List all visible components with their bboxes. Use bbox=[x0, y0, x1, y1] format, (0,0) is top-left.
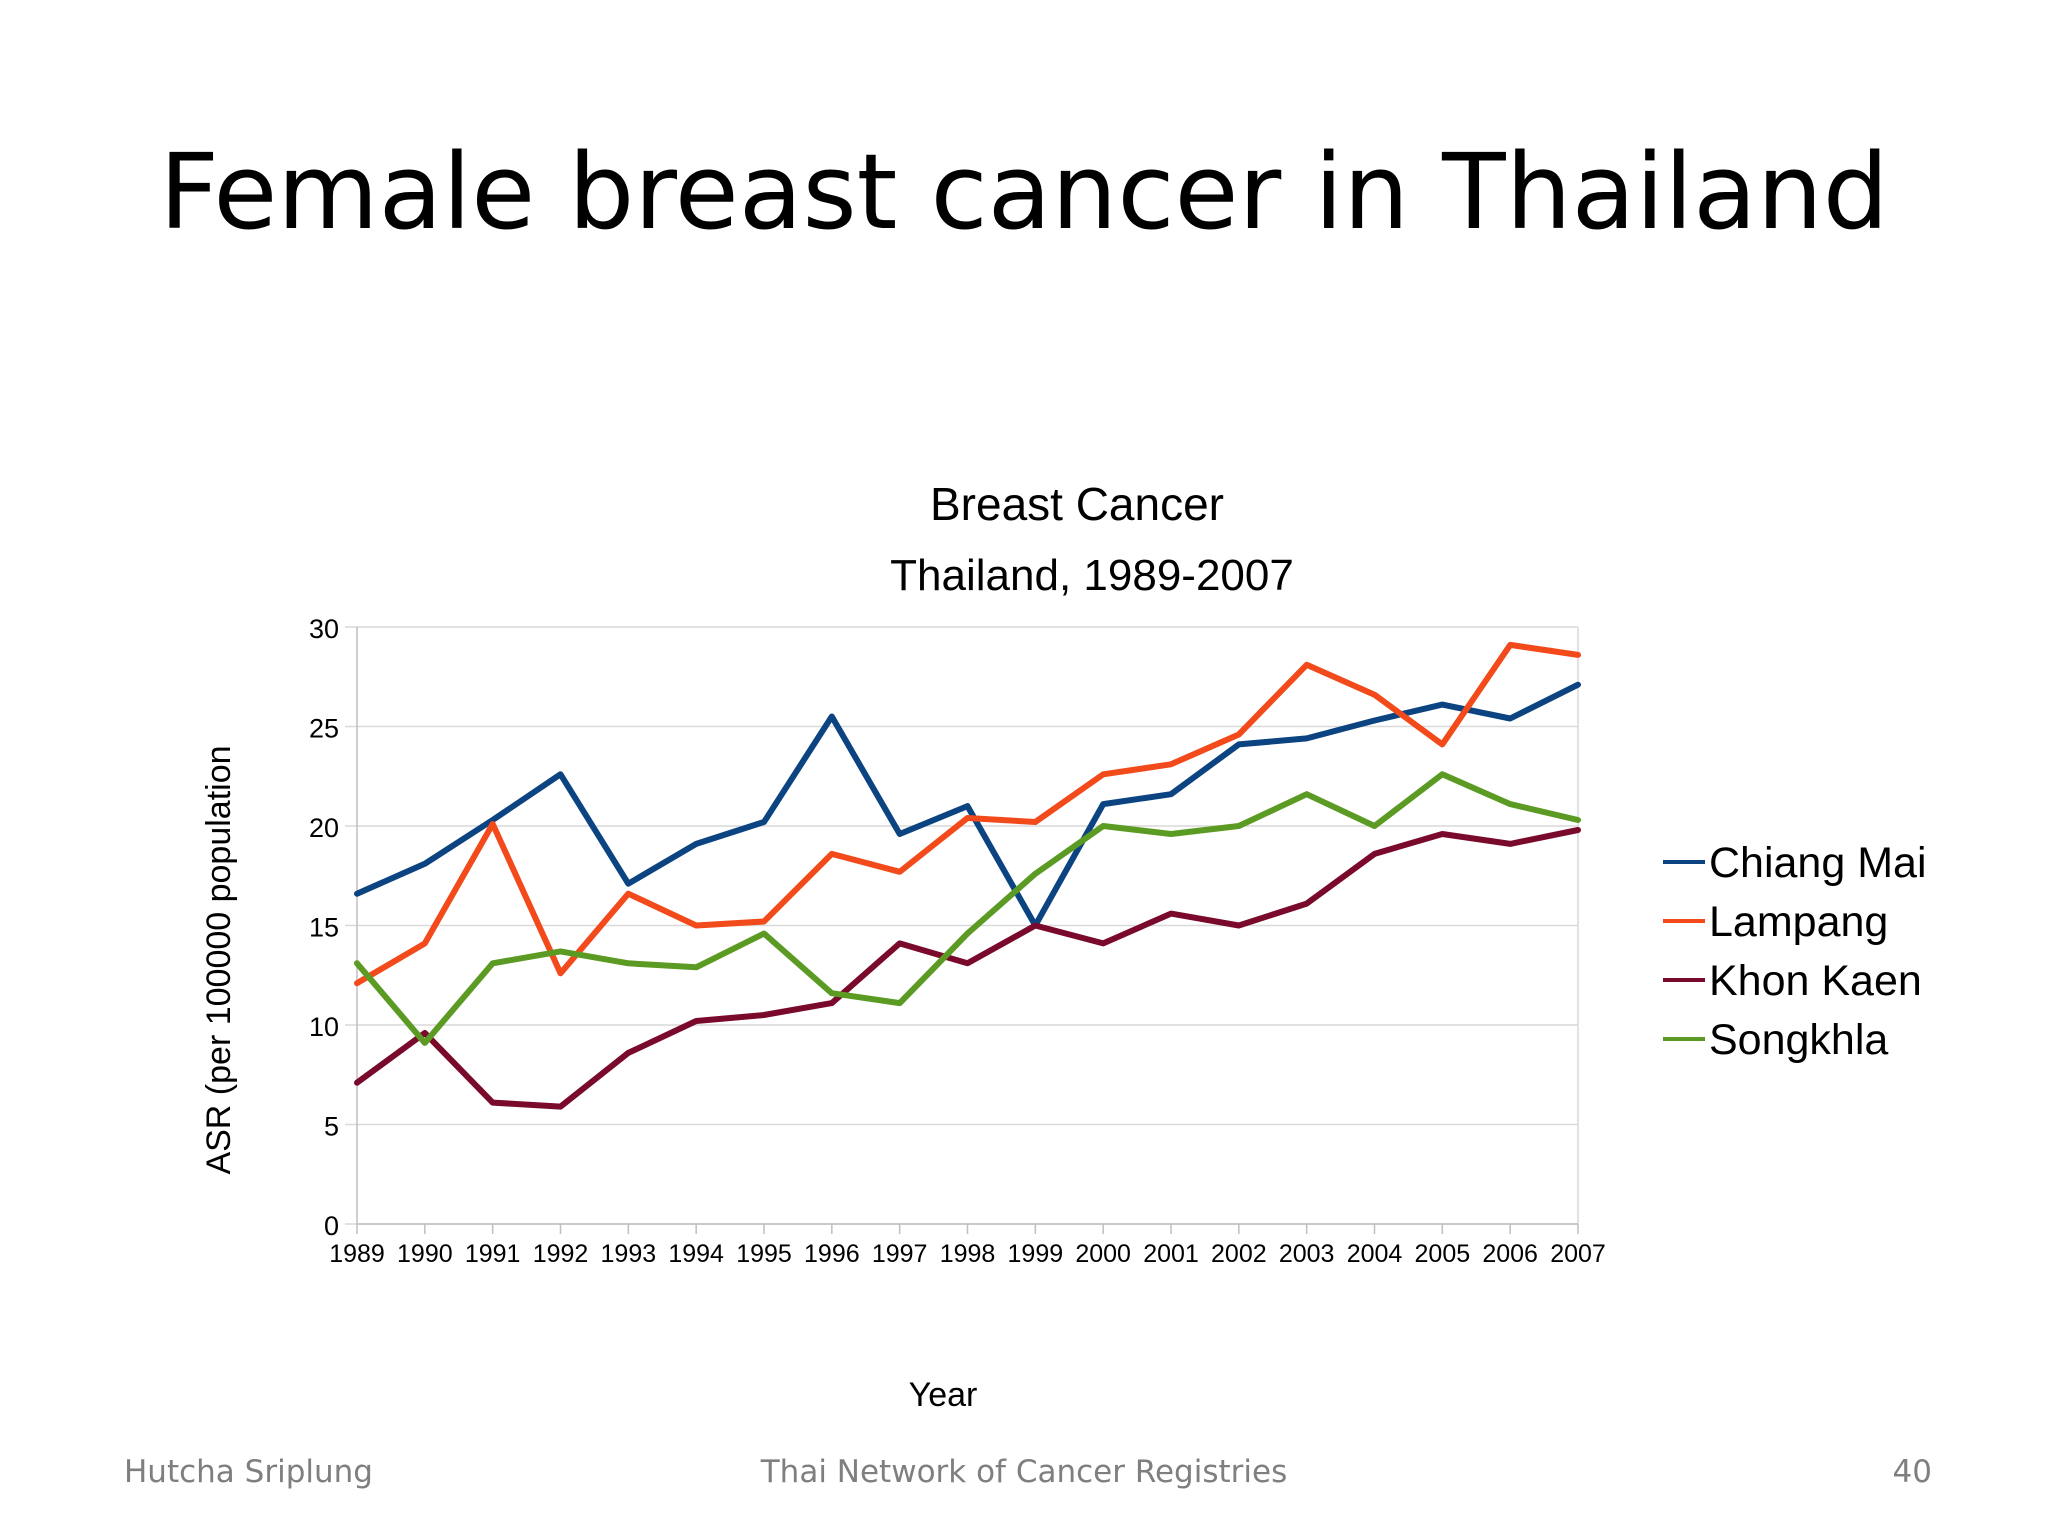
y-tick-label: 15 bbox=[309, 913, 339, 943]
y-tick-label: 10 bbox=[309, 1012, 339, 1042]
x-tick-label: 2005 bbox=[1415, 1240, 1471, 1268]
x-tick-label: 2006 bbox=[1482, 1240, 1538, 1268]
chart-title: Breast Cancer bbox=[930, 478, 1224, 530]
x-tick-label: 1995 bbox=[736, 1240, 792, 1268]
footer-author: Hutcha Sriplung bbox=[124, 1454, 373, 1490]
series-line-chiang-mai bbox=[354, 681, 1581, 929]
legend-label: Khon Kaen bbox=[1709, 957, 1922, 1005]
chart-subtitle: Thailand, 1989-2007 bbox=[890, 551, 1294, 600]
x-axis-label: Year bbox=[909, 1376, 978, 1414]
x-tick-label: 1997 bbox=[872, 1240, 928, 1268]
footer-organization: Thai Network of Cancer Registries bbox=[760, 1454, 1288, 1490]
x-tick-label: 1999 bbox=[1008, 1240, 1064, 1268]
x-tick-label: 1998 bbox=[940, 1240, 996, 1268]
x-tick-label: 1990 bbox=[397, 1240, 453, 1268]
axes bbox=[356, 627, 1579, 1234]
x-tick-label: 1989 bbox=[329, 1240, 385, 1268]
y-tick-label: 5 bbox=[324, 1112, 339, 1142]
x-tick-label: 2001 bbox=[1143, 1240, 1199, 1268]
y-tick-label: 0 bbox=[324, 1211, 339, 1241]
x-tick-label: 2003 bbox=[1279, 1240, 1335, 1268]
series-line-khon-kaen bbox=[354, 827, 1581, 1110]
x-tick-label: 2002 bbox=[1211, 1240, 1267, 1268]
page-number: 40 bbox=[1892, 1454, 1932, 1490]
x-tick-label: 2004 bbox=[1347, 1240, 1403, 1268]
x-tick-label: 2000 bbox=[1075, 1240, 1131, 1268]
tick-labels: 0 5 10 15 20 25 30 1989 1990 1991 1992 1993 1994 1995… bbox=[309, 614, 1606, 1268]
x-tick-label: 1991 bbox=[465, 1240, 521, 1268]
y-tick-label: 20 bbox=[309, 813, 339, 843]
legend: Chiang Mai Lampang Khon Kaen Songkhla bbox=[1663, 839, 1927, 1064]
legend-label: Chiang Mai bbox=[1709, 839, 1927, 887]
legend-label: Lampang bbox=[1709, 898, 1888, 946]
series-lines bbox=[354, 641, 1581, 1110]
x-tick-label: 2007 bbox=[1550, 1240, 1606, 1268]
x-tick-label: 1994 bbox=[668, 1240, 724, 1268]
x-tick-label: 1992 bbox=[533, 1240, 589, 1268]
legend-label: Songkhla bbox=[1709, 1016, 1888, 1064]
x-tick-label: 1996 bbox=[804, 1240, 860, 1268]
x-tick-label: 1993 bbox=[601, 1240, 657, 1268]
series-line-songkhla bbox=[354, 771, 1581, 1046]
series-line-lampang bbox=[354, 641, 1581, 987]
y-tick-label: 30 bbox=[309, 614, 339, 644]
slide-title: Female breast cancer in Thailand bbox=[159, 131, 1889, 253]
y-axis-label: ASR (per 100000 population bbox=[200, 745, 238, 1174]
y-tick-label: 25 bbox=[309, 714, 339, 744]
